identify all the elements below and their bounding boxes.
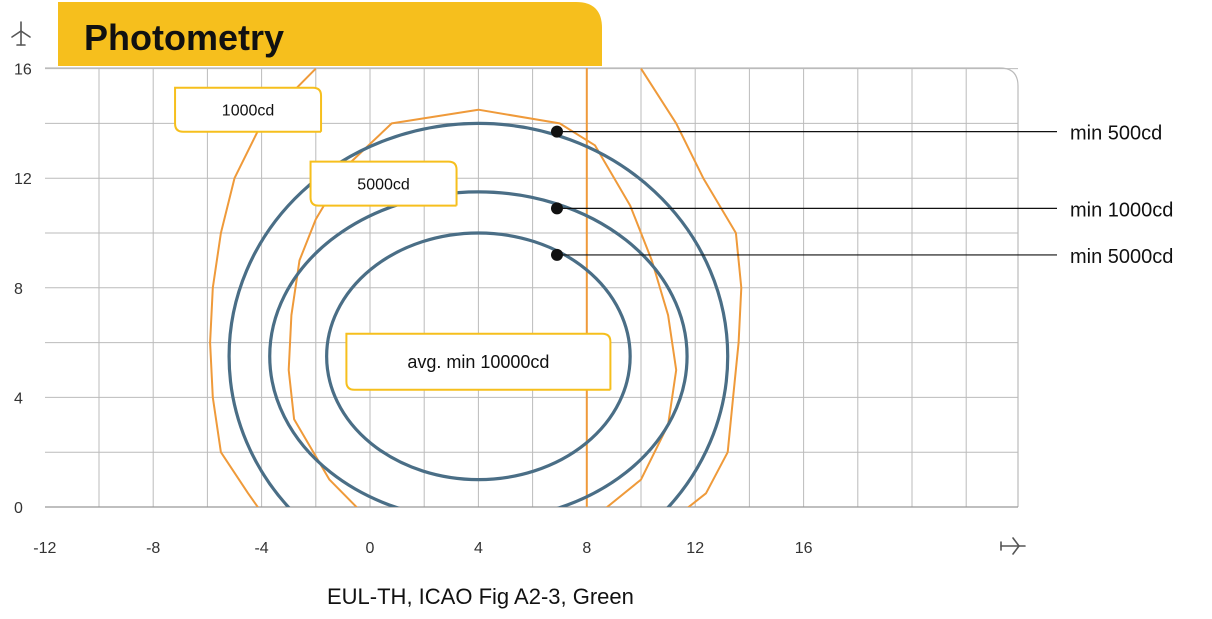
title-tab: [58, 2, 602, 66]
y-tick-label: 8: [14, 281, 23, 298]
measured-label-1000cd: 1000cd: [222, 102, 275, 119]
measured-curve-1000cd-right: [640, 68, 743, 507]
measured-label-5000cd-box: [309, 160, 458, 207]
requirement-label: min 5000cd: [1070, 246, 1173, 268]
leader-dot: [550, 202, 563, 215]
leader-dot: [550, 125, 563, 138]
plot-frame: [45, 67, 1019, 507]
x-tick-label: -4: [254, 540, 268, 557]
measured-curve-1000cd: [209, 67, 317, 507]
x-tick-label: 8: [582, 540, 591, 557]
y-tick-label: 12: [14, 171, 32, 188]
x-tick-label: 4: [474, 540, 483, 557]
airplane-horizontal-icon: [1000, 537, 1026, 555]
chart-caption: EUL-TH, ICAO Fig A2-3, Green: [327, 584, 634, 609]
requirement-label: min 1000cd: [1070, 199, 1173, 221]
requirement-ellipses: [227, 121, 730, 507]
requirement-ellipse: [268, 190, 689, 507]
measured-label-1000cd-box: [174, 86, 323, 133]
tick-labels: -12 -8 -4 0 4 8 12 16 0 4 8 12 16: [14, 62, 813, 557]
y-tick-label: 4: [14, 390, 23, 407]
x-tick-label: 0: [366, 540, 375, 557]
grid: [45, 67, 1019, 508]
x-tick-label: 12: [686, 540, 704, 557]
measured-label-5000cd: 5000cd: [357, 176, 410, 193]
x-tick-label: -12: [33, 540, 56, 557]
measured-curve-5000cd: [287, 108, 678, 507]
y-tick-label: 0: [14, 500, 23, 517]
x-tick-label: 16: [795, 540, 813, 557]
requirement-ellipse: [227, 121, 730, 507]
y-tick-label: 16: [14, 62, 32, 79]
page-title: Photometry: [84, 17, 284, 58]
curve-labels: 1000cd 5000cd min 500cd min 1000cd min 5000c…: [174, 86, 1173, 391]
x-tick-label: -8: [146, 540, 160, 557]
requirement-label: min 500cd: [1070, 123, 1162, 145]
measured-isocandela-curves: [209, 67, 743, 507]
airplane-vertical-icon: [11, 21, 31, 46]
average-requirement-label: avg. min 10000cd: [407, 352, 549, 372]
requirement-ellipse: [325, 231, 632, 482]
leader-dot: [550, 248, 563, 261]
average-requirement-label-box: [345, 332, 612, 391]
